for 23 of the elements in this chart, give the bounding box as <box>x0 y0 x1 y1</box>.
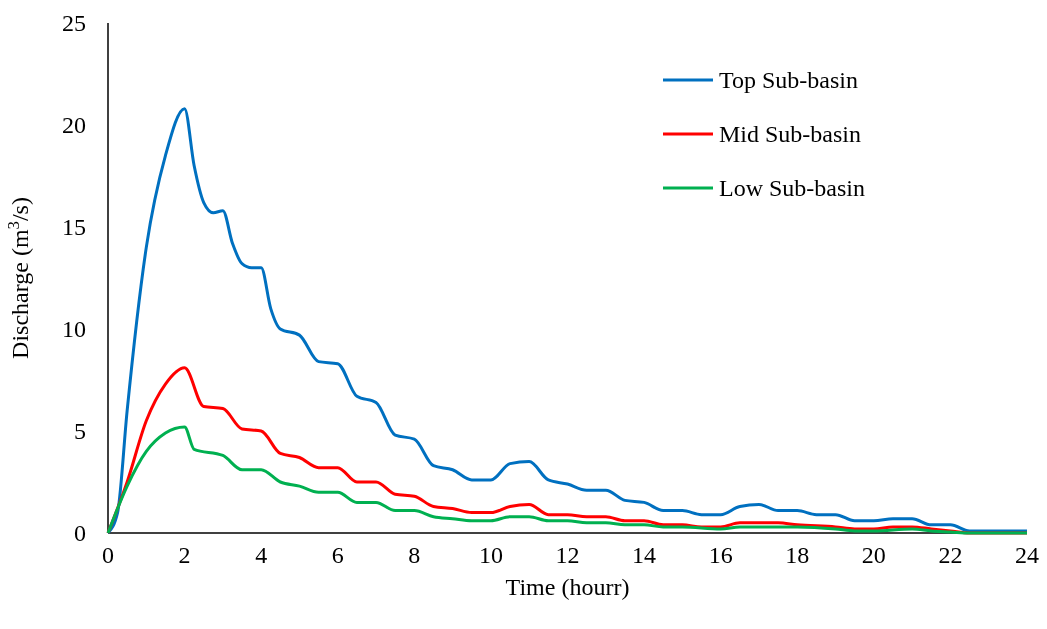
x-tick-label: 10 <box>478 542 503 568</box>
legend-label: Low Sub-basin <box>719 175 865 202</box>
x-tick-label: 8 <box>408 542 421 568</box>
x-tick-label: 4 <box>255 542 268 568</box>
y-tick-label: 25 <box>62 10 86 37</box>
x-tick-label: 12 <box>555 542 580 568</box>
x-tick-label: 24 <box>1015 542 1039 568</box>
x-tick-label: 14 <box>632 542 657 568</box>
x-tick-label: 6 <box>331 542 344 568</box>
x-tick-label: 18 <box>785 542 810 568</box>
x-tick-label: 22 <box>938 542 963 568</box>
y-tick-label: 15 <box>62 214 86 241</box>
legend-label: Mid Sub-basin <box>719 121 862 148</box>
x-tick-label: 0 <box>102 542 114 568</box>
x-tick-label: 16 <box>708 542 733 568</box>
legend-label: Top Sub-basin <box>719 67 858 94</box>
y-tick-label: 0 <box>74 520 86 547</box>
x-axis-title: Time (hourr) <box>505 574 630 600</box>
y-tick-label: 10 <box>62 316 86 343</box>
y-tick-label: 5 <box>74 418 86 445</box>
x-tick-label: 20 <box>861 542 886 568</box>
y-tick-label: 20 <box>62 112 86 139</box>
x-tick-label: 2 <box>178 542 191 568</box>
